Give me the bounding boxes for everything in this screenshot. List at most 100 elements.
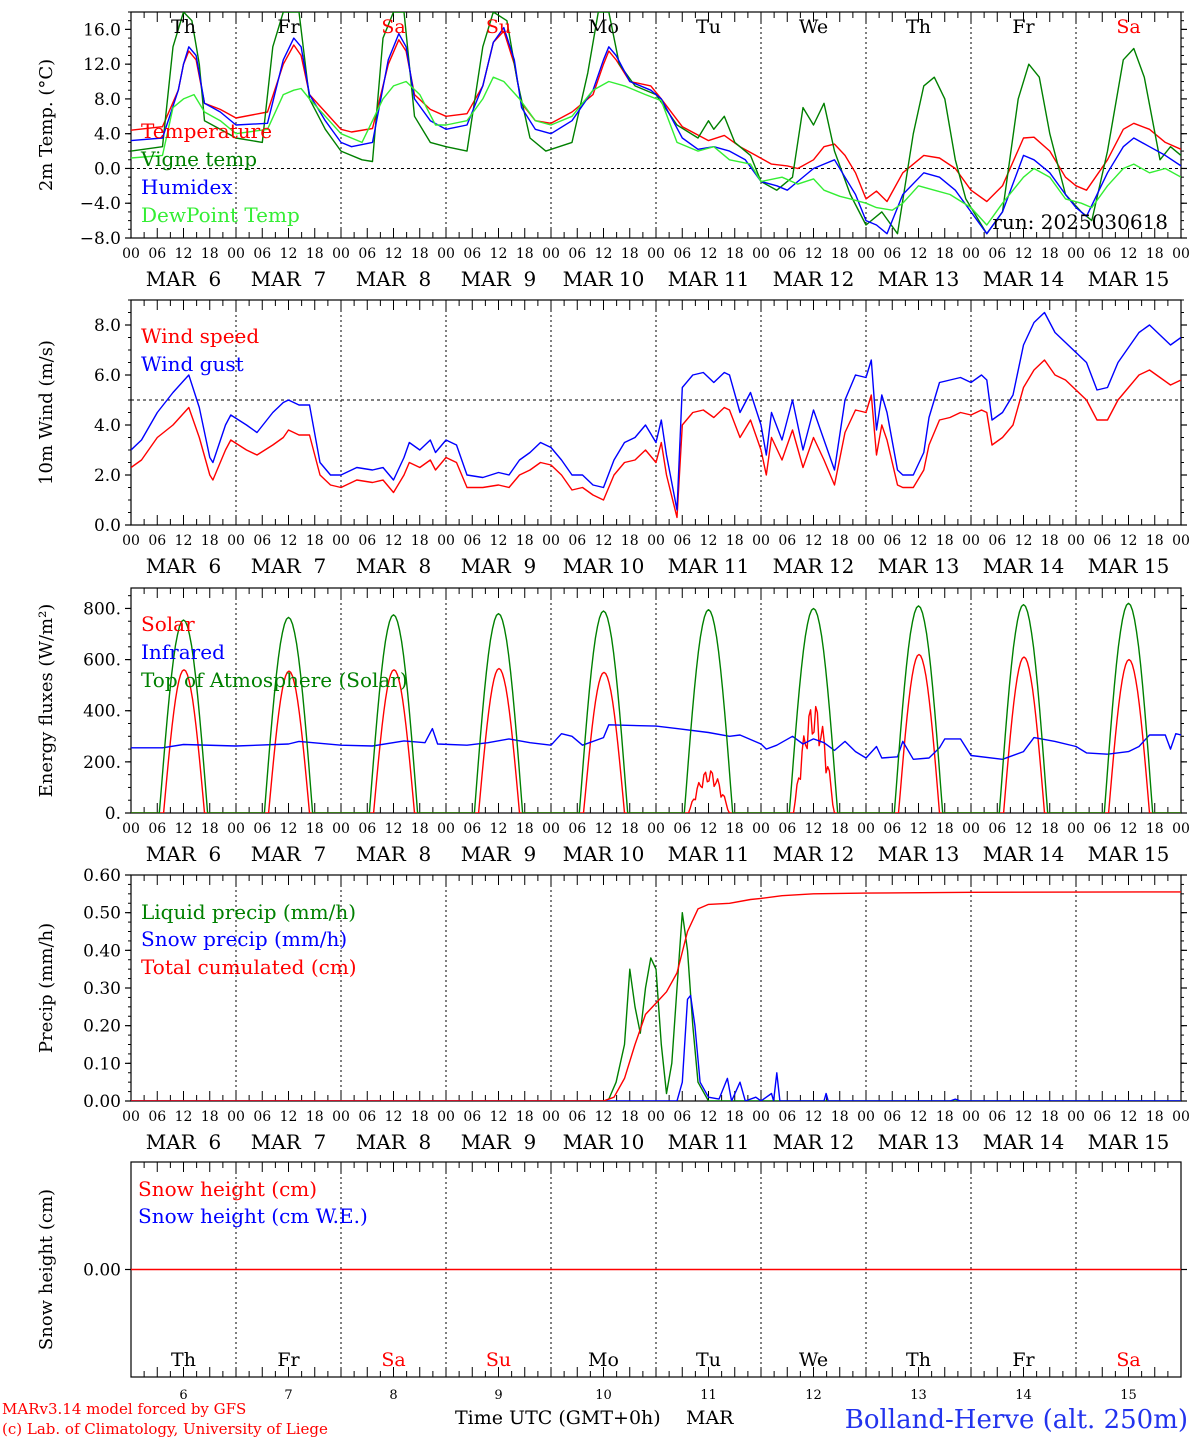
hour-label: 18 [201,1109,219,1125]
date-label: MAR 6 [146,842,221,866]
hour-label: 12 [490,821,508,837]
hour-label: 00 [962,821,980,837]
hour-label: 00 [332,821,350,837]
hour-label: 06 [673,246,691,262]
date-label: MAR 6 [146,1130,221,1154]
hour-label: 12 [1120,246,1138,262]
series-line-temperature [131,30,1181,203]
day-name: Mo [588,16,619,38]
date-label: MAR 11 [668,842,750,866]
y-tick-label: 0.0 [94,516,121,536]
hour-label: 12 [385,1109,403,1125]
hour-label: 12 [490,246,508,262]
hour-label: 18 [411,1109,429,1125]
day-name: Fr [1012,16,1035,38]
date-label: MAR 9 [461,267,536,291]
legend-entry: Snow height (cm W.E.) [138,1204,368,1228]
day-name: Sa [1116,1349,1140,1371]
hour-label: 00 [647,1109,665,1125]
y-axis-label: 2m Temp. (°C) [36,59,57,191]
hour-label: 18 [1041,533,1059,549]
date-label: MAR 9 [461,1130,536,1154]
hour-label: 06 [883,246,901,262]
hour-label: 00 [857,246,875,262]
hour-label: 00 [1172,246,1190,262]
y-tick-label: 0.10 [83,1054,121,1074]
y-tick-label: 0.20 [83,1017,121,1037]
hour-label: 18 [831,1109,849,1125]
series-line-wind-gust [131,311,1181,511]
y-tick-label: 2.0 [94,466,121,486]
hour-label: 12 [1015,533,1033,549]
hour-label: 18 [1146,1109,1164,1125]
hour-label: 18 [936,246,954,262]
date-label: MAR 14 [983,267,1065,291]
day-name: We [799,1349,828,1371]
day-number: 15 [1120,1388,1137,1403]
hour-label: 06 [1093,1109,1111,1125]
chart-panel-3: 800. 600. 400. 200. 0. Energy fluxes (W/m²) So… [36,587,1190,866]
hour-label: 18 [1146,246,1164,262]
series-line-top-of-atmosphere-solar- [131,602,1181,813]
hour-label: 12 [175,821,193,837]
day-name: Su [486,16,511,38]
hour-label: 12 [280,533,298,549]
hour-label: 12 [280,1109,298,1125]
hour-label: 18 [411,533,429,549]
hour-label: 12 [805,821,823,837]
date-label: MAR 12 [773,842,855,866]
y-tick-label: 0.00 [83,1092,121,1112]
date-label: MAR 6 [146,554,221,578]
hour-label: 00 [122,533,140,549]
hour-label: 12 [595,246,613,262]
y-axis-label: Snow height (cm) [36,1189,57,1350]
legend-entry: Solar [141,612,195,636]
hour-label: 00 [227,821,245,837]
y-axis-label: Precip (mm/h) [36,923,57,1053]
date-label: MAR 8 [356,1130,431,1154]
x-axis-month: MAR [686,1407,734,1429]
hour-label: 12 [595,1109,613,1125]
model-credit: MARv3.14 model forced by GFS [2,1400,246,1418]
date-label: MAR 8 [356,267,431,291]
date-label: MAR 14 [983,1130,1065,1154]
hour-label: 00 [1067,1109,1085,1125]
y-tick-label: 8.0 [94,316,121,336]
date-label: MAR 6 [146,267,221,291]
hour-label: 06 [673,533,691,549]
hour-label: 00 [647,246,665,262]
date-label: MAR 9 [461,842,536,866]
hour-label: 06 [988,533,1006,549]
hour-label: 12 [385,533,403,549]
x-axis-label: Time UTC (GMT+0h) [455,1407,661,1429]
hour-label: 00 [332,1109,350,1125]
hour-label: 12 [1015,1109,1033,1125]
legend-entry: Top of Atmosphere (Solar) [141,668,408,692]
hour-label: 00 [542,821,560,837]
y-axis-label: Energy fluxes (W/m²) [36,604,57,798]
lab-credit: (c) Lab. of Climatology, University of L… [2,1420,328,1438]
date-label: MAR 10 [563,267,645,291]
date-label: MAR 8 [356,842,431,866]
hour-label: 00 [227,246,245,262]
hour-label: 12 [700,246,718,262]
hour-label: 06 [148,1109,166,1125]
hour-label: 00 [647,533,665,549]
hour-label: 06 [778,821,796,837]
day-number: 14 [1015,1388,1032,1403]
hour-label: 12 [910,533,928,549]
hour-label: 00 [1067,246,1085,262]
y-tick-label: 16.0 [83,20,121,40]
hour-label: 18 [1041,1109,1059,1125]
hour-label: 12 [1120,821,1138,837]
hour-label: 18 [516,246,534,262]
hour-label: 06 [1093,533,1111,549]
y-tick-label: −8.0 [80,229,121,249]
hour-label: 12 [1120,533,1138,549]
hour-label: 00 [122,246,140,262]
hour-label: 06 [358,821,376,837]
y-tick-label: 0.30 [83,979,121,999]
date-label: MAR 11 [668,267,750,291]
hour-label: 00 [1172,821,1190,837]
series-line-solar [131,653,1181,813]
